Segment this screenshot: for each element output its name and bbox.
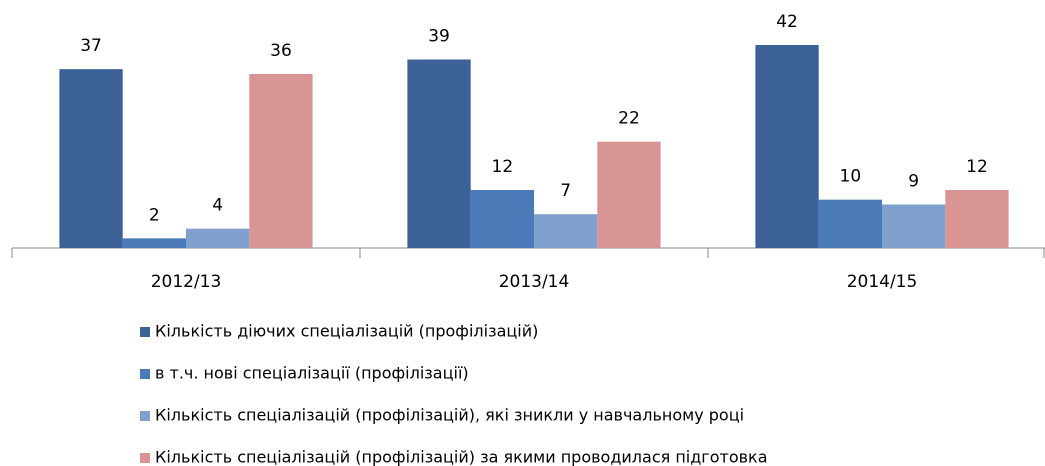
x-axis (11, 247, 1045, 258)
data-label: 12 (966, 157, 988, 177)
x-tick-label: 2014/15 (847, 272, 918, 292)
legend-label: в т.ч. нові спеціалізації (профілізації) (155, 364, 469, 383)
x-tick-label: 2013/14 (499, 272, 570, 292)
bar (470, 190, 534, 248)
data-label: 39 (428, 27, 450, 47)
data-label: 12 (492, 157, 514, 177)
data-label: 9 (908, 172, 919, 192)
bar (755, 45, 819, 248)
bar (818, 199, 882, 248)
bar (945, 190, 1009, 248)
bar (407, 59, 471, 248)
legend-swatch (140, 411, 150, 421)
legend-label: Кількість діючих спеціалізацій (профіліз… (155, 322, 538, 341)
legend-label: Кількість спеціалізацій (профілізацій), … (155, 406, 744, 425)
bar (534, 214, 598, 248)
x-tick-label: 2012/13 (151, 272, 222, 292)
data-label: 2 (149, 205, 160, 225)
data-label: 37 (80, 36, 102, 56)
bar (882, 204, 946, 248)
data-label: 22 (618, 109, 640, 129)
legend: Кількість діючих спеціалізацій (профіліз… (140, 322, 768, 466)
bar (249, 74, 313, 248)
legend-swatch (140, 369, 150, 379)
legend-swatch (140, 453, 150, 463)
data-label: 36 (270, 41, 292, 61)
legend-label: Кількість спеціалізацій (профілізацій) з… (155, 448, 768, 466)
legend-swatch (140, 327, 150, 337)
data-label: 10 (840, 167, 862, 187)
bar (597, 141, 661, 248)
data-label: 4 (212, 196, 223, 216)
bar (186, 228, 250, 248)
bar (122, 238, 186, 248)
data-label: 7 (560, 181, 571, 201)
bar (59, 69, 123, 249)
data-label: 42 (776, 12, 798, 32)
